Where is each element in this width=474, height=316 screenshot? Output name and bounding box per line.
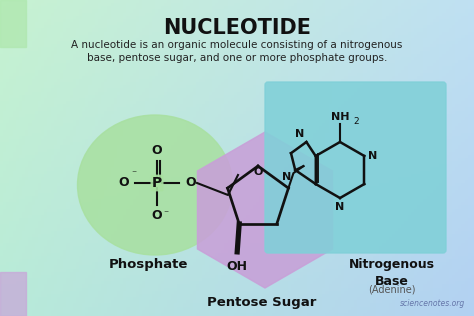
Text: 2: 2 [353,117,359,126]
Text: N: N [368,151,378,161]
Text: base, pentose sugar, and one or more phosphate groups.: base, pentose sugar, and one or more pho… [87,53,387,63]
Text: sciencenotes.org: sciencenotes.org [400,299,465,308]
Text: O: O [152,209,162,222]
Text: O: O [253,167,263,177]
Bar [0,0,26,47]
Text: O: O [185,177,196,190]
Text: ⁻: ⁻ [131,169,137,179]
Text: Pentose Sugar: Pentose Sugar [207,296,317,309]
Ellipse shape [78,115,233,255]
Text: A nucleotide is an organic molecule consisting of a nitrogenous: A nucleotide is an organic molecule cons… [71,40,403,50]
Text: N: N [295,129,304,139]
Text: (Adenine): (Adenine) [368,284,416,294]
Text: ⁻: ⁻ [164,209,169,219]
Text: P: P [152,176,162,190]
Text: O: O [118,177,129,190]
Text: N: N [336,202,345,212]
Polygon shape [198,132,333,288]
Text: Nitrogenous
Base: Nitrogenous Base [349,258,435,288]
Text: Phosphate: Phosphate [109,258,188,271]
Text: N: N [282,172,291,182]
Text: O: O [152,144,162,157]
Bar [0,272,26,316]
Text: NUCLEOTIDE: NUCLEOTIDE [163,18,311,38]
Text: NH: NH [331,112,349,122]
FancyBboxPatch shape [265,82,446,253]
Text: OH: OH [227,260,248,273]
